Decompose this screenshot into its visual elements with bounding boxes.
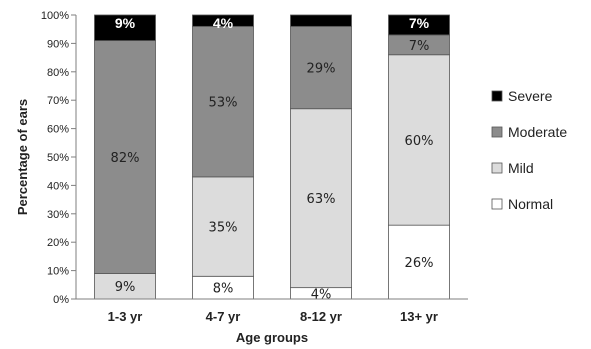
legend-swatch-normal — [491, 198, 503, 210]
x-tick-label: 1-3 yr — [108, 309, 143, 324]
data-label: 63% — [307, 192, 336, 207]
data-label: 82% — [111, 151, 140, 166]
legend-label-moderate: Moderate — [508, 124, 567, 140]
data-label: 35% — [209, 221, 238, 236]
data-label: 53% — [209, 96, 238, 111]
x-axis: 1-3 yr 4-7 yr 8-12 yr 13+ yr — [76, 298, 468, 324]
y-tick-label: 80% — [47, 67, 69, 79]
data-label: 29% — [307, 62, 336, 77]
bar-segment-severe — [94, 14, 156, 41]
bar-segment-mild — [290, 108, 352, 289]
x-axis-title: Age groups — [236, 330, 308, 345]
data-label: 9% — [115, 15, 136, 31]
data-label: 4% — [213, 15, 234, 31]
x-tick-label: 13+ yr — [400, 309, 438, 324]
bar-segment-moderate — [94, 40, 156, 274]
y-tick-label: 0% — [53, 294, 69, 306]
x-tick-label: 4-7 yr — [206, 309, 241, 324]
y-axis-title: Percentage of ears — [15, 99, 30, 215]
legend: Severe Moderate Mild Normal — [491, 88, 567, 212]
legend-label-mild: Mild — [508, 160, 534, 176]
bar-segment-normal — [388, 224, 450, 300]
legend-label-severe: Severe — [508, 88, 553, 104]
x-tick-label: 8-12 yr — [300, 309, 342, 324]
bar-segment-mild — [388, 54, 450, 226]
y-tick-label: 10% — [47, 266, 69, 278]
legend-swatch-moderate — [491, 126, 503, 138]
y-tick-label: 60% — [47, 124, 69, 136]
legend-swatch-severe — [491, 90, 503, 102]
y-tick-label: 20% — [47, 237, 69, 249]
y-tick-label: 100% — [41, 10, 69, 22]
legend-label-normal: Normal — [508, 196, 553, 212]
bar-segment-mild — [192, 176, 254, 277]
bars: 9% 82% 9% 8% 35% 53% 4% 4% 63% 29% 26% 60% 7% 7% — [94, 14, 450, 302]
data-label: 8% — [213, 282, 234, 297]
bar-segment-moderate — [290, 25, 352, 110]
data-label: 26% — [405, 256, 434, 271]
bar-segment-mild — [94, 273, 156, 300]
data-label: 60% — [405, 134, 434, 149]
bar-segment-moderate — [192, 25, 254, 178]
data-label: 7% — [409, 15, 430, 31]
y-tick-label: 90% — [47, 38, 69, 50]
data-label: 9% — [115, 280, 136, 295]
data-label: 4% — [311, 287, 332, 302]
y-tick-label: 30% — [47, 209, 69, 221]
y-tick-label: 50% — [47, 152, 69, 164]
y-tick-label: 70% — [47, 95, 69, 107]
legend-swatch-mild — [491, 162, 503, 174]
y-tick-label: 40% — [47, 180, 69, 192]
bar-segment-severe — [388, 14, 450, 36]
data-label: 7% — [409, 39, 430, 54]
bar-segment-severe — [290, 14, 352, 27]
bar-segment-severe — [192, 14, 254, 27]
y-axis: 0% 10% 20% 30% 40% 50% 60% 70% 80% 90% 100% — [41, 10, 77, 306]
